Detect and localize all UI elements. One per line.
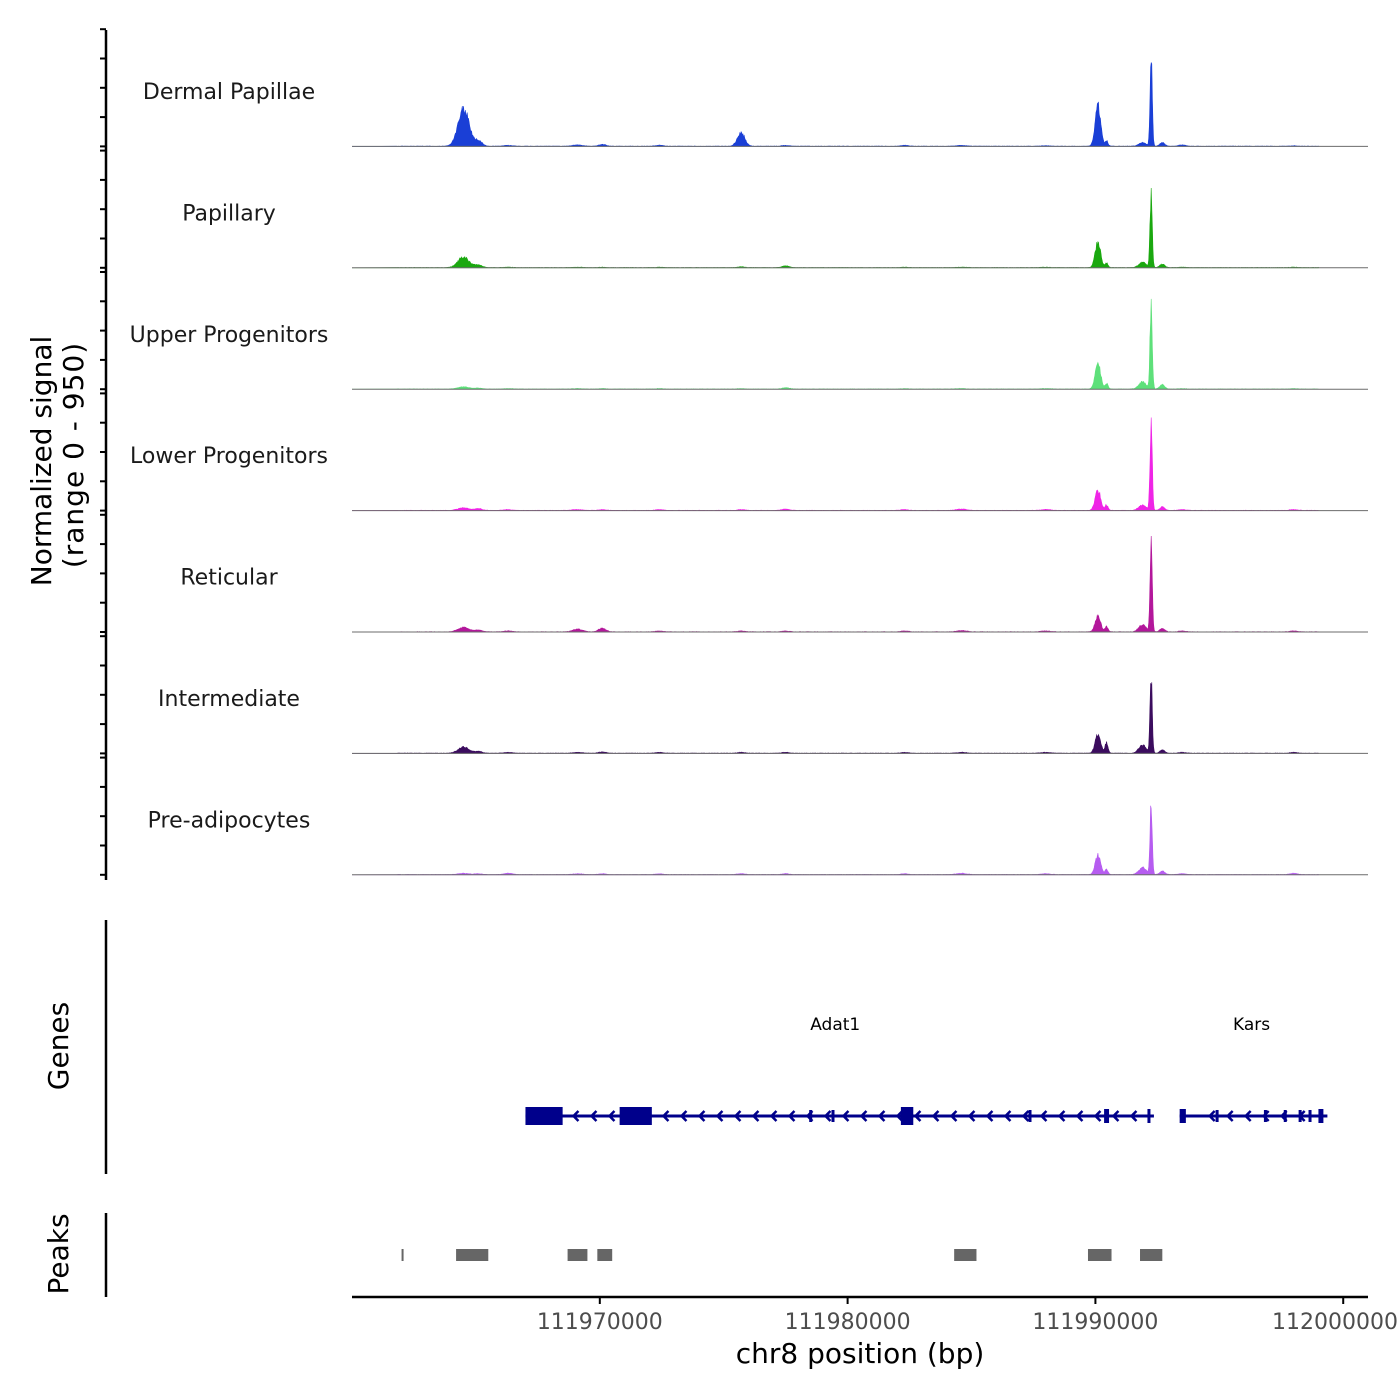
track-lower-progenitors: Lower Progenitors (130, 417, 1368, 512)
gene-label: Kars (1233, 1015, 1270, 1035)
peak-region (1087, 1249, 1112, 1261)
track-label: Upper Progenitors (130, 323, 329, 348)
peak-region (597, 1249, 613, 1261)
signal-tracks: Dermal Papillae Papillary Upper Progenitor… (130, 61, 1368, 876)
gene-exon (900, 1107, 914, 1125)
genes-track-label: Genes (42, 1002, 75, 1090)
track-label: Pre-adipocytes (148, 808, 311, 833)
track-label: Intermediate (158, 687, 300, 712)
gene-exon (619, 1107, 652, 1125)
peaks-track (401, 1249, 1163, 1261)
strand-arrow (1129, 1110, 1138, 1122)
gene-exon (1263, 1110, 1267, 1122)
track-label: Lower Progenitors (130, 444, 328, 469)
gene-label: Adat1 (810, 1015, 860, 1035)
y-axis-title-line2: (range 0 - 950) (57, 342, 90, 568)
strand-arrow (877, 1110, 886, 1122)
strand-arrow (751, 1110, 760, 1122)
track-label: Reticular (180, 566, 278, 591)
strand-arrow (1225, 1110, 1234, 1122)
strand-arrow (1021, 1110, 1030, 1122)
strand-arrow (1039, 1110, 1048, 1122)
track-pre-adipocytes: Pre-adipocytes (148, 805, 1368, 876)
strand-arrow (967, 1110, 976, 1122)
signal-area (351, 535, 1319, 633)
signal-area (351, 61, 1319, 147)
x-axis-title: chr8 position (bp) (736, 1337, 985, 1370)
track-label: Dermal Papillae (143, 80, 315, 105)
strand-arrow (913, 1110, 922, 1122)
track-dermal-papillae: Dermal Papillae (143, 61, 1368, 147)
gene-kars: Kars (1179, 1015, 1328, 1122)
track-upper-progenitors: Upper Progenitors (130, 298, 1368, 390)
strand-arrow (571, 1110, 580, 1122)
gene-exon (831, 1110, 835, 1122)
strand-arrow (589, 1110, 598, 1122)
strand-arrow (1003, 1110, 1012, 1122)
gene-exon (1028, 1110, 1032, 1122)
peak-region (954, 1249, 977, 1261)
strand-arrow (1093, 1110, 1102, 1122)
peak-region (1140, 1249, 1163, 1261)
gene-exon (809, 1110, 813, 1122)
strand-arrow (733, 1110, 742, 1122)
peak-region (401, 1249, 404, 1261)
gene-exon (1215, 1110, 1219, 1122)
gene-exon (1298, 1110, 1302, 1122)
x-axis: 111970000 111980000 111990000 112000000 (352, 1295, 1398, 1335)
peaks-track-label: Peaks (42, 1213, 75, 1294)
x-tick-label: 111970000 (537, 1310, 663, 1335)
strand-arrow (697, 1110, 706, 1122)
strand-arrow (1243, 1110, 1252, 1122)
y-axis-signal (100, 28, 108, 880)
strand-arrow (985, 1110, 994, 1122)
strand-arrow (1111, 1110, 1120, 1122)
gene-exon (1318, 1109, 1324, 1123)
strand-arrow (1261, 1110, 1270, 1122)
strand-arrow (859, 1110, 868, 1122)
track-reticular: Reticular (180, 535, 1368, 633)
genes-track: Adat1 Kars (525, 1015, 1328, 1125)
strand-arrow (841, 1110, 850, 1122)
track-label: Papillary (182, 201, 276, 226)
strand-arrow (1075, 1110, 1084, 1122)
strand-arrow (949, 1110, 958, 1122)
strand-arrow (787, 1110, 796, 1122)
track-intermediate: Intermediate (158, 682, 1368, 754)
strand-arrow (661, 1110, 670, 1122)
strand-arrow (895, 1110, 904, 1122)
strand-arrow (823, 1110, 832, 1122)
strand-arrow (1207, 1110, 1216, 1122)
strand-arrow (607, 1110, 616, 1122)
strand-arrow (679, 1110, 688, 1122)
signal-area (351, 187, 1319, 269)
x-tick-label: 112000000 (1272, 1310, 1398, 1335)
gene-exon (525, 1107, 563, 1125)
gene-adat1: Adat1 (525, 1015, 1154, 1122)
signal-area (351, 805, 1319, 876)
peak-region (567, 1249, 588, 1261)
track-papillary: Papillary (182, 187, 1368, 269)
strand-arrow (1057, 1110, 1066, 1122)
signal-area (351, 417, 1319, 511)
y-axis-title-line1: Normalized signal (25, 336, 58, 587)
signal-area (351, 682, 1319, 754)
gene-exon (1283, 1110, 1287, 1122)
gene-exon (1308, 1110, 1312, 1122)
gene-exon (1104, 1109, 1110, 1123)
peak-region (456, 1249, 489, 1261)
gene-exon (1147, 1109, 1151, 1123)
x-tick-label: 111980000 (785, 1310, 911, 1335)
gene-exon (1179, 1109, 1186, 1123)
x-tick-label: 111990000 (1032, 1310, 1158, 1335)
strand-arrow (715, 1110, 724, 1122)
strand-arrow (931, 1110, 940, 1122)
signal-area (351, 298, 1319, 390)
strand-arrow (769, 1110, 778, 1122)
